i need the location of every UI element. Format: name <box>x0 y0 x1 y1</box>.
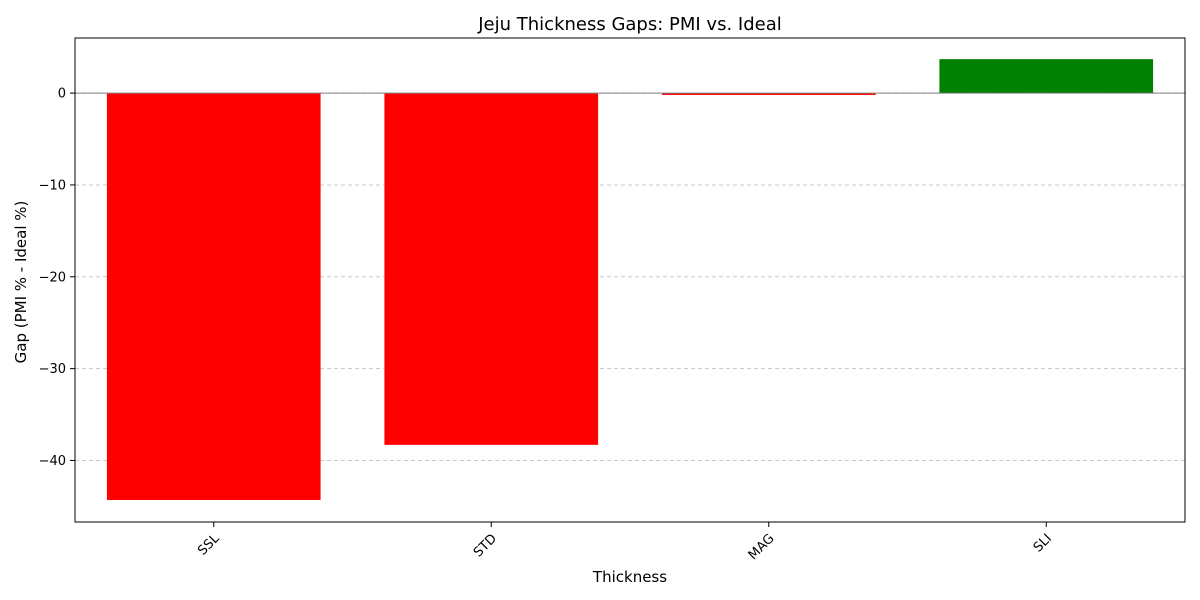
y-axis-label: Gap (PMI % - Ideal %) <box>12 201 30 364</box>
plot-frame <box>74 37 1186 523</box>
bar-mag <box>661 93 876 95</box>
x-axis-label: Thickness <box>592 568 667 586</box>
y-tick-label: −10 <box>39 178 66 193</box>
y-tick-label: 0 <box>58 87 66 102</box>
y-tick-label: −40 <box>39 454 66 469</box>
bars <box>106 59 1154 500</box>
y-axis-ticks: 0 −10 −20 −30 −40 <box>39 87 75 469</box>
bar-ssl <box>106 93 321 500</box>
y-tick-label: −20 <box>39 270 66 285</box>
bar-std <box>384 93 599 445</box>
bar-sli <box>939 59 1154 94</box>
y-tick-label: −30 <box>39 362 66 377</box>
chart-title: Jeju Thickness Gaps: PMI vs. Ideal <box>477 14 782 35</box>
